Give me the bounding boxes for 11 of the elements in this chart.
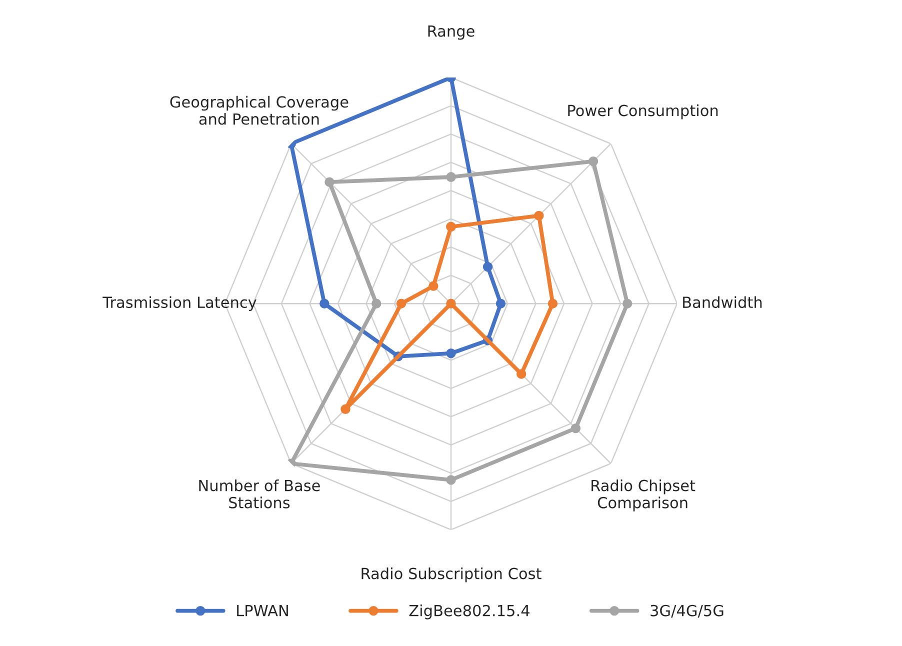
spoke-label: Trasmission Latency bbox=[102, 296, 256, 312]
spoke-label: Radio Chipset Comparison bbox=[592, 479, 696, 512]
spoke-label: Bandwidth bbox=[683, 296, 762, 308]
spoke-label: Power Consumption bbox=[568, 104, 718, 120]
legend-label: LPWAN bbox=[237, 605, 288, 616]
spoke-label: Geographical Coverage and Penetration bbox=[170, 96, 348, 125]
spoke-label: Range bbox=[428, 25, 474, 40]
spoke-label: Number of Base Stations bbox=[199, 479, 320, 508]
legend-label: 3G/4G/5G bbox=[650, 604, 724, 618]
spoke-label: Radio Subscription Cost bbox=[362, 567, 542, 582]
legend-label: ZigBee802.15.4 bbox=[409, 604, 530, 620]
